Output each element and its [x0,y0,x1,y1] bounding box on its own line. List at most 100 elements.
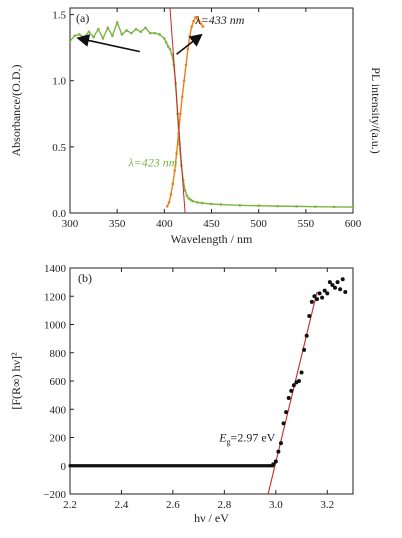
series-point-0 [148,31,152,35]
series-point-1 [190,25,193,28]
series-point-0 [130,31,133,35]
series-point-0 [78,33,81,36]
series-point-0 [125,29,128,32]
series-point-0 [238,204,242,207]
series-point-0 [185,194,189,198]
series-point-0 [183,189,187,192]
data-point [284,410,289,415]
y-axis-title-b: [F(R∞) hν]² [9,352,23,410]
y2-axis-title: PL intensity/(a.u.) [369,67,383,154]
data-point [332,285,337,290]
chart-a: 300 350 400 450 500 550 600 0.0 0.5 1.0 1.5 λ=433 n… [9,7,383,246]
annotation-label-1: λ=423 nm [127,156,177,170]
series-point-0 [158,33,161,36]
data-point [302,347,307,352]
data-point [312,294,317,299]
series-point-0 [170,52,174,56]
y-tick-label: 0 [61,461,67,473]
series-point-1 [171,182,175,186]
series-point-1 [169,193,173,196]
data-point [271,462,276,467]
series-point-0 [163,37,166,40]
series-point-0 [111,34,114,38]
data-point [325,291,330,296]
x-axis-title: Wavelength / nm [171,232,253,246]
series-point-0 [115,21,119,24]
series-point-1 [175,152,178,155]
series-point-1 [184,63,188,67]
series-point-0 [144,26,147,30]
data-point [276,449,281,454]
y-tick-label: 1200 [44,291,67,303]
series-point-1 [192,19,195,23]
y-tick-label: 1.0 [52,76,66,88]
data-point [286,395,291,400]
series-point-0 [106,26,110,30]
data-point [335,280,340,285]
data-point [322,288,327,293]
series-point-0 [187,197,191,200]
data-point [317,291,322,296]
series-point-0 [191,199,194,203]
series-point-0 [276,204,279,208]
x-tick-label: 300 [62,218,79,230]
x-tick-label: 2.8 [217,499,231,511]
x-tick-label: 500 [250,218,267,230]
series-point-0 [200,201,204,205]
x-tick-label: 450 [203,218,220,230]
series-point-1 [201,25,205,28]
series-point-0 [97,27,100,31]
series-point-0 [164,41,168,44]
series-point-1 [180,95,184,98]
chart-b: 2.2 2.4 2.6 2.8 3.0 3.2 −200 0 200 400 600 800 1000 1… [9,263,354,525]
data-point [289,388,294,393]
series-point-0 [166,45,170,48]
series-point-1 [167,201,171,204]
data-point [291,383,296,388]
series-point-0 [189,198,193,202]
series-point-0 [82,35,86,39]
series-point-0 [332,205,336,209]
data-point [278,441,283,446]
x-tick-label: 2.4 [115,499,129,511]
data-point [343,290,348,295]
panel-label-a: (a) [76,11,89,25]
x-tick-label: 2.6 [166,499,180,511]
series-point-0 [134,27,138,31]
series-point-0 [196,201,199,204]
y-axis-title: Absorbance/(O.D.) [9,65,23,157]
y-tick-label: 0.5 [52,142,66,154]
data-point [314,297,319,302]
series-point-0 [168,47,172,51]
y-tick-label: 0.0 [52,208,66,220]
series-point-1 [186,47,190,51]
series-point-0 [313,205,317,208]
series-point-1 [173,169,177,172]
series-point-1 [194,15,197,19]
series-point-0 [92,35,95,39]
series-point-1 [199,22,203,26]
x-tick-label: 600 [345,218,362,230]
series-point-0 [120,33,124,36]
series-point-0 [153,31,157,35]
x-tick-label: 3.0 [269,499,283,511]
series-point-0 [351,205,355,209]
series-point-0 [210,202,213,206]
y-tick-label: 800 [50,348,67,360]
series-point-1 [165,205,169,208]
panel-label-b: (b) [78,271,92,285]
annotation-arrow-1 [176,33,203,55]
series-point-0 [87,30,91,34]
series-line-0 [69,20,354,208]
annotation-eg: Eg=2.97 eV [218,431,275,447]
plot-frame [69,7,354,214]
x-tick-label: 400 [156,218,173,230]
series-point-0 [257,204,260,208]
series-point-1 [179,112,182,116]
data-point [281,421,286,426]
data-point [304,333,309,338]
x-tick-label: 550 [298,218,315,230]
series-point-0 [219,203,223,206]
data-point [309,299,314,304]
y-tick-label: 600 [50,376,67,388]
